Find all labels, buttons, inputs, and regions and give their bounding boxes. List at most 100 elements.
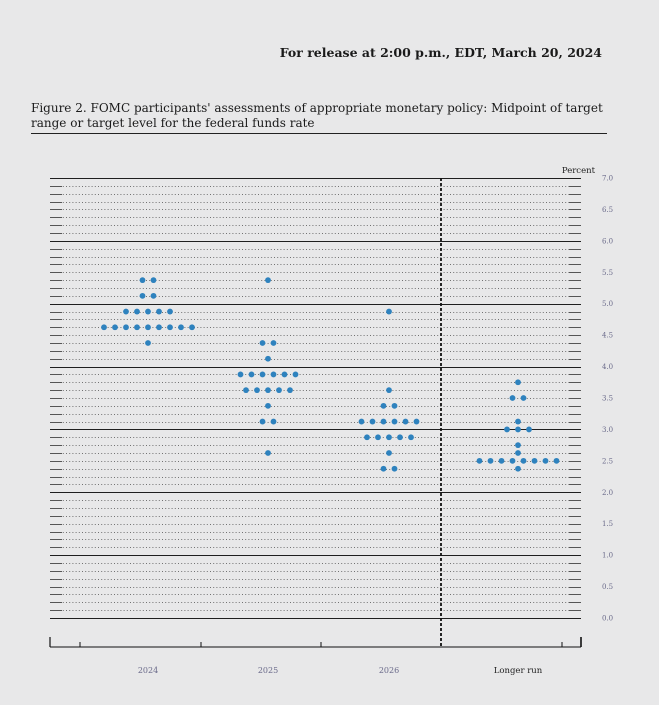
y-tick-label: 0.5 (602, 583, 613, 591)
y-tick-label: 7.0 (602, 175, 613, 183)
dot-point (391, 402, 398, 409)
dot-point (515, 465, 521, 472)
dot-point (397, 434, 403, 441)
dot-point (287, 387, 293, 394)
dot-point (509, 457, 516, 464)
y-axis-label: Percent (562, 166, 596, 176)
dot-point (259, 371, 266, 378)
release-date-header: For release at 2:00 p.m., EDT, March 20,… (279, 45, 602, 60)
dot-point (145, 324, 151, 331)
dot-point (259, 418, 266, 425)
dot-point (101, 324, 107, 331)
dot-point (248, 371, 255, 378)
dot-point (139, 277, 146, 284)
dot-point (178, 324, 184, 331)
y-tick-label: 2.5 (602, 457, 613, 465)
dot-point (515, 426, 521, 433)
dot-layer (101, 277, 560, 472)
y-tick-label: 4.5 (602, 332, 613, 340)
dot-point (265, 387, 271, 394)
figure-caption: Figure 2. FOMC participants' assessments… (31, 101, 603, 130)
y-tick-label: 0.0 (602, 615, 613, 623)
dot-point (270, 371, 277, 378)
dot-point (542, 457, 549, 464)
dot-point (526, 426, 532, 433)
dot-point (139, 292, 146, 299)
dot-point (386, 387, 392, 394)
dot-point (369, 418, 376, 425)
dot-point (515, 442, 521, 449)
dot-point (380, 418, 387, 425)
dot-point (408, 434, 414, 441)
grid-layer (50, 178, 581, 619)
dot-point (189, 324, 195, 331)
dot-point (145, 308, 151, 315)
dot-point (237, 371, 244, 378)
y-tick-label: 6.0 (602, 237, 613, 245)
dot-point (281, 371, 288, 378)
dot-point (515, 418, 521, 425)
x-category-label: 2026 (379, 666, 399, 675)
dot-point (112, 324, 118, 331)
x-category-label: 2024 (138, 666, 158, 675)
y-tick-label: 5.5 (602, 269, 613, 277)
dot-point (520, 457, 527, 464)
dot-point (413, 418, 420, 425)
x-category-label: 2025 (258, 666, 278, 675)
dot-point (386, 434, 392, 441)
dot-point (386, 450, 392, 456)
dot-point (259, 340, 266, 346)
label-layer: Percent 0.0 0.5 1.0 1.5 2.0 2.5 3.0 3.5 4.0 4.5 5.… (138, 166, 613, 676)
y-tick-label: 6.5 (602, 206, 613, 214)
dot-point (270, 418, 277, 425)
dot-point (380, 402, 387, 409)
axis-layer (49, 178, 582, 648)
x-category-label: Longer run (494, 666, 543, 676)
dot-point (145, 340, 151, 346)
dot-point (476, 457, 483, 464)
dot-point (504, 426, 510, 433)
y-tick-label: 1.0 (602, 552, 613, 560)
dot-point (487, 457, 494, 464)
y-tick-label: 3.0 (602, 426, 613, 434)
dot-point (270, 340, 277, 346)
dot-point (515, 379, 521, 386)
dot-point (243, 387, 249, 394)
dot-point (134, 324, 140, 331)
dot-point (167, 324, 173, 331)
dot-point (150, 277, 157, 284)
dot-point (265, 277, 271, 284)
caption-divider (31, 133, 607, 134)
dot-point (375, 434, 381, 441)
dot-point (150, 292, 157, 299)
y-tick-label: 3.5 (602, 395, 613, 403)
dot-point (265, 450, 271, 456)
y-tick-label: 2.0 (602, 489, 613, 497)
dot-point (276, 387, 282, 394)
dot-point (358, 418, 365, 425)
dot-point (265, 355, 271, 362)
dot-point (380, 465, 387, 472)
dot-point (509, 395, 516, 401)
dot-point (520, 395, 527, 401)
dot-point (515, 450, 521, 456)
dot-point (156, 308, 162, 315)
dot-point (391, 465, 398, 472)
dot-point (167, 308, 173, 315)
dot-point (386, 308, 392, 315)
dot-point (292, 371, 299, 378)
dot-point (402, 418, 409, 425)
dot-point (391, 418, 398, 425)
y-tick-label: 4.0 (602, 363, 613, 371)
dot-point (123, 308, 129, 315)
dot-point (364, 434, 370, 441)
dot-point (498, 457, 505, 464)
dot-point (156, 324, 162, 331)
y-tick-label: 5.0 (602, 300, 613, 308)
dot-point (254, 387, 260, 394)
dot-point (531, 457, 538, 464)
dot-point (134, 308, 140, 315)
y-tick-label: 1.5 (602, 520, 613, 528)
dot-point (553, 457, 560, 464)
